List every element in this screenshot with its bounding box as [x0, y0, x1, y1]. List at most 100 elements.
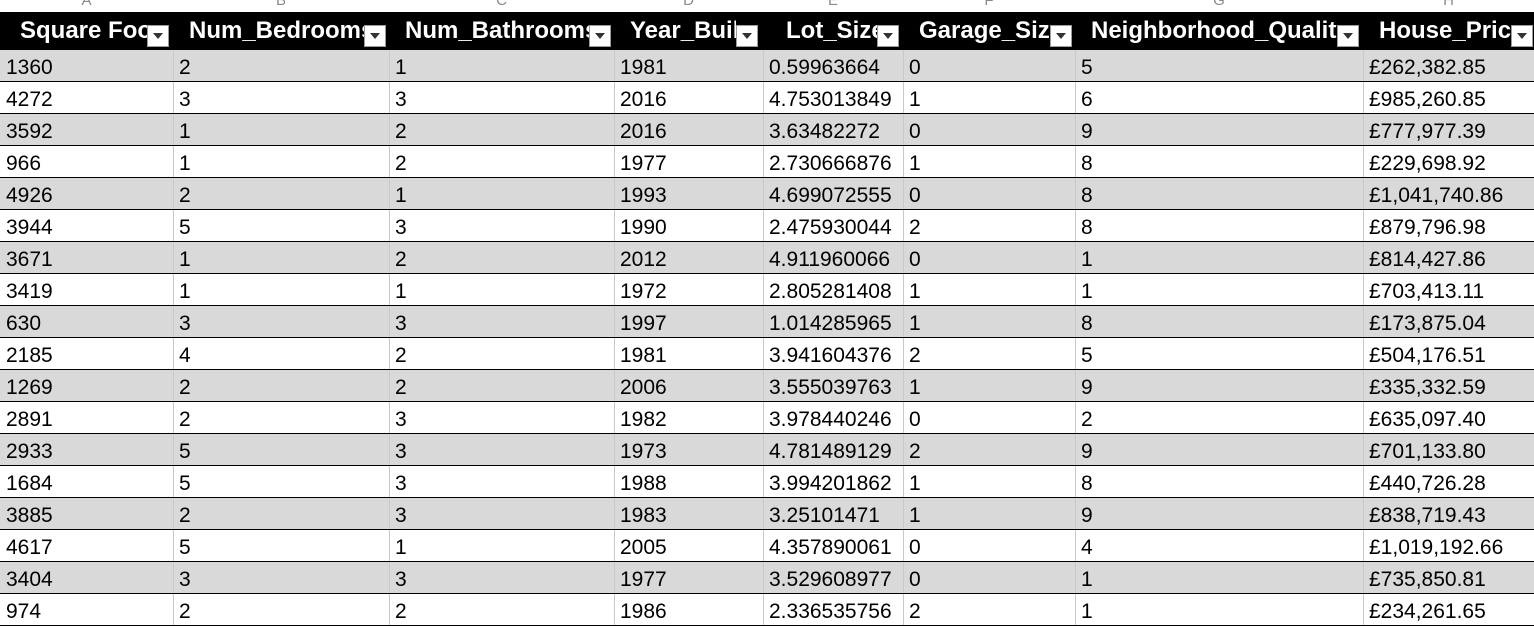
table-cell[interactable]: 2891: [6, 408, 53, 431]
table-cell[interactable]: 3671: [6, 248, 53, 271]
table-cell[interactable]: 5: [173, 466, 389, 497]
filter-dropdown-button[interactable]: [147, 25, 169, 47]
column-letter-g[interactable]: G: [1213, 0, 1225, 9]
table-cell[interactable]: 2.730666876: [763, 146, 903, 177]
table-cell[interactable]: 1977: [614, 146, 763, 177]
header-cell[interactable]: Lot_Size: [763, 12, 903, 50]
table-cell[interactable]: 1981: [614, 50, 763, 81]
header-cell[interactable]: House_Price: [1363, 12, 1534, 50]
table-cell[interactable]: 966: [6, 152, 42, 175]
table-cell[interactable]: 1269: [6, 376, 53, 399]
table-cell[interactable]: 0: [903, 530, 1075, 561]
table-cell[interactable]: 1: [903, 306, 1075, 337]
table-cell[interactable]: 2: [389, 594, 614, 625]
table-cell[interactable]: 0: [903, 178, 1075, 209]
table-cell[interactable]: 2: [173, 50, 389, 81]
table-cell[interactable]: 3: [389, 306, 614, 337]
column-letter-f[interactable]: F: [984, 0, 994, 9]
table-cell[interactable]: £173,875.04: [1363, 306, 1534, 337]
table-cell[interactable]: 4.911960066: [763, 242, 903, 273]
table-cell[interactable]: 1: [1075, 594, 1363, 625]
filter-dropdown-button[interactable]: [1337, 25, 1359, 47]
table-cell[interactable]: 4926: [6, 184, 53, 207]
table-cell[interactable]: 2: [389, 114, 614, 145]
table-cell[interactable]: 1: [1075, 562, 1363, 593]
table-cell[interactable]: 4: [1075, 530, 1363, 561]
filter-dropdown-button[interactable]: [736, 25, 758, 47]
table-cell[interactable]: 5: [1075, 338, 1363, 369]
table-cell[interactable]: 2: [903, 338, 1075, 369]
table-cell[interactable]: 630: [6, 312, 42, 335]
table-cell[interactable]: £735,850.81: [1363, 562, 1534, 593]
table-cell[interactable]: 1: [173, 114, 389, 145]
table-cell[interactable]: 1: [1075, 274, 1363, 305]
table-cell[interactable]: 8: [1075, 210, 1363, 241]
table-cell[interactable]: 0.59963664: [763, 50, 903, 81]
header-cell[interactable]: Num_Bedrooms: [173, 12, 389, 50]
table-cell[interactable]: 3: [389, 82, 614, 113]
table-cell[interactable]: 3885: [6, 504, 53, 527]
table-cell[interactable]: 9: [1075, 370, 1363, 401]
header-cell[interactable]: Garage_Size: [903, 12, 1075, 50]
filter-dropdown-button[interactable]: [1511, 25, 1533, 47]
table-cell[interactable]: 2005: [614, 530, 763, 561]
table-cell[interactable]: £1,019,192.66: [1363, 530, 1534, 561]
table-cell[interactable]: 5: [1075, 50, 1363, 81]
header-cell[interactable]: Square Foot: [0, 12, 173, 50]
table-cell[interactable]: 0: [903, 562, 1075, 593]
table-cell[interactable]: 8: [1075, 146, 1363, 177]
filter-dropdown-button[interactable]: [877, 25, 899, 47]
table-cell[interactable]: 2006: [614, 370, 763, 401]
table-cell[interactable]: 1983: [614, 498, 763, 529]
table-cell[interactable]: 1: [903, 466, 1075, 497]
table-cell[interactable]: £985,260.85: [1363, 82, 1534, 113]
column-letter-b[interactable]: B: [275, 0, 286, 9]
table-cell[interactable]: 3.555039763: [763, 370, 903, 401]
table-cell[interactable]: 3.994201862: [763, 466, 903, 497]
table-cell[interactable]: 3: [173, 562, 389, 593]
table-cell[interactable]: 2016: [614, 82, 763, 113]
table-cell[interactable]: 4.699072555: [763, 178, 903, 209]
table-cell[interactable]: 3.529608977: [763, 562, 903, 593]
table-cell[interactable]: 1993: [614, 178, 763, 209]
table-cell[interactable]: 1: [903, 82, 1075, 113]
table-cell[interactable]: £879,796.98: [1363, 210, 1534, 241]
table-cell[interactable]: 0: [903, 242, 1075, 273]
table-cell[interactable]: 1977: [614, 562, 763, 593]
table-cell[interactable]: 3944: [6, 216, 53, 239]
table-cell[interactable]: 2: [903, 210, 1075, 241]
table-cell[interactable]: 4: [173, 338, 389, 369]
table-cell[interactable]: 6: [1075, 82, 1363, 113]
table-cell[interactable]: 1: [903, 370, 1075, 401]
table-cell[interactable]: 8: [1075, 178, 1363, 209]
table-cell[interactable]: 2: [389, 146, 614, 177]
table-cell[interactable]: 1982: [614, 402, 763, 433]
table-cell[interactable]: 3.978440246: [763, 402, 903, 433]
table-cell[interactable]: 2.475930044: [763, 210, 903, 241]
table-cell[interactable]: 9: [1075, 114, 1363, 145]
table-cell[interactable]: 2: [173, 498, 389, 529]
table-cell[interactable]: 3: [389, 562, 614, 593]
table-cell[interactable]: 0: [903, 114, 1075, 145]
table-cell[interactable]: 2: [173, 370, 389, 401]
table-cell[interactable]: 3: [389, 210, 614, 241]
filter-dropdown-button[interactable]: [364, 25, 386, 47]
table-cell[interactable]: 2933: [6, 440, 53, 463]
table-cell[interactable]: 1: [389, 178, 614, 209]
table-cell[interactable]: £635,097.40: [1363, 402, 1534, 433]
table-cell[interactable]: 1988: [614, 466, 763, 497]
table-cell[interactable]: 3419: [6, 280, 53, 303]
table-cell[interactable]: 0: [903, 402, 1075, 433]
table-cell[interactable]: 5: [173, 210, 389, 241]
table-cell[interactable]: 3.25101471: [763, 498, 903, 529]
table-cell[interactable]: 2: [389, 338, 614, 369]
table-cell[interactable]: 3: [389, 434, 614, 465]
table-cell[interactable]: 8: [1075, 466, 1363, 497]
table-cell[interactable]: £440,726.28: [1363, 466, 1534, 497]
column-letter-e[interactable]: E: [827, 0, 838, 9]
table-cell[interactable]: 3: [389, 466, 614, 497]
table-cell[interactable]: 3: [389, 402, 614, 433]
table-cell[interactable]: £838,719.43: [1363, 498, 1534, 529]
table-cell[interactable]: 3.63482272: [763, 114, 903, 145]
table-cell[interactable]: 8: [1075, 306, 1363, 337]
